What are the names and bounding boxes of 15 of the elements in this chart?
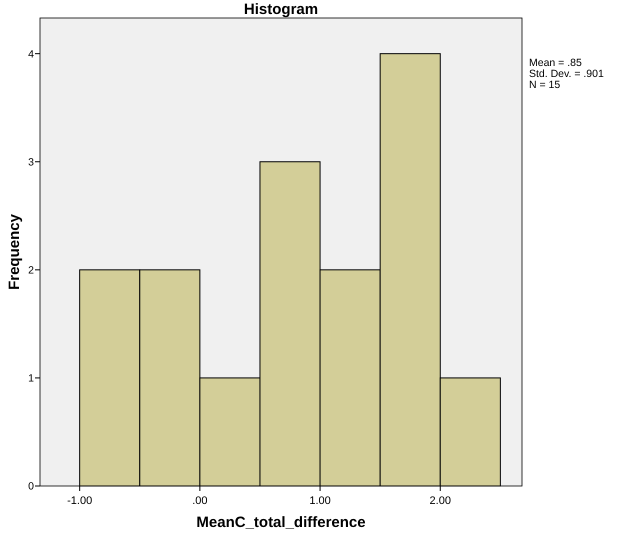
y-tick-label: 3 [28, 156, 34, 168]
x-tick-label: 2.00 [430, 495, 451, 507]
x-tick-label: .00 [192, 495, 208, 507]
y-axis-title: Frequency [6, 213, 23, 290]
text: N = 15 [529, 79, 560, 91]
chart-title: Histogram [244, 1, 318, 18]
y-tick-label: 2 [28, 264, 34, 277]
x-tick-label: 1.00 [309, 495, 331, 507]
text: Mean = .85 [529, 57, 582, 69]
y-tick-label: 0 [28, 480, 34, 493]
x-tick-label: -1.00 [67, 495, 92, 507]
x-axis-title: MeanC_total_difference [196, 514, 366, 531]
y-tick-label: 1 [28, 372, 34, 385]
text: Std. Dev. = .901 [529, 68, 604, 80]
y-tick-label: 4 [28, 48, 34, 60]
